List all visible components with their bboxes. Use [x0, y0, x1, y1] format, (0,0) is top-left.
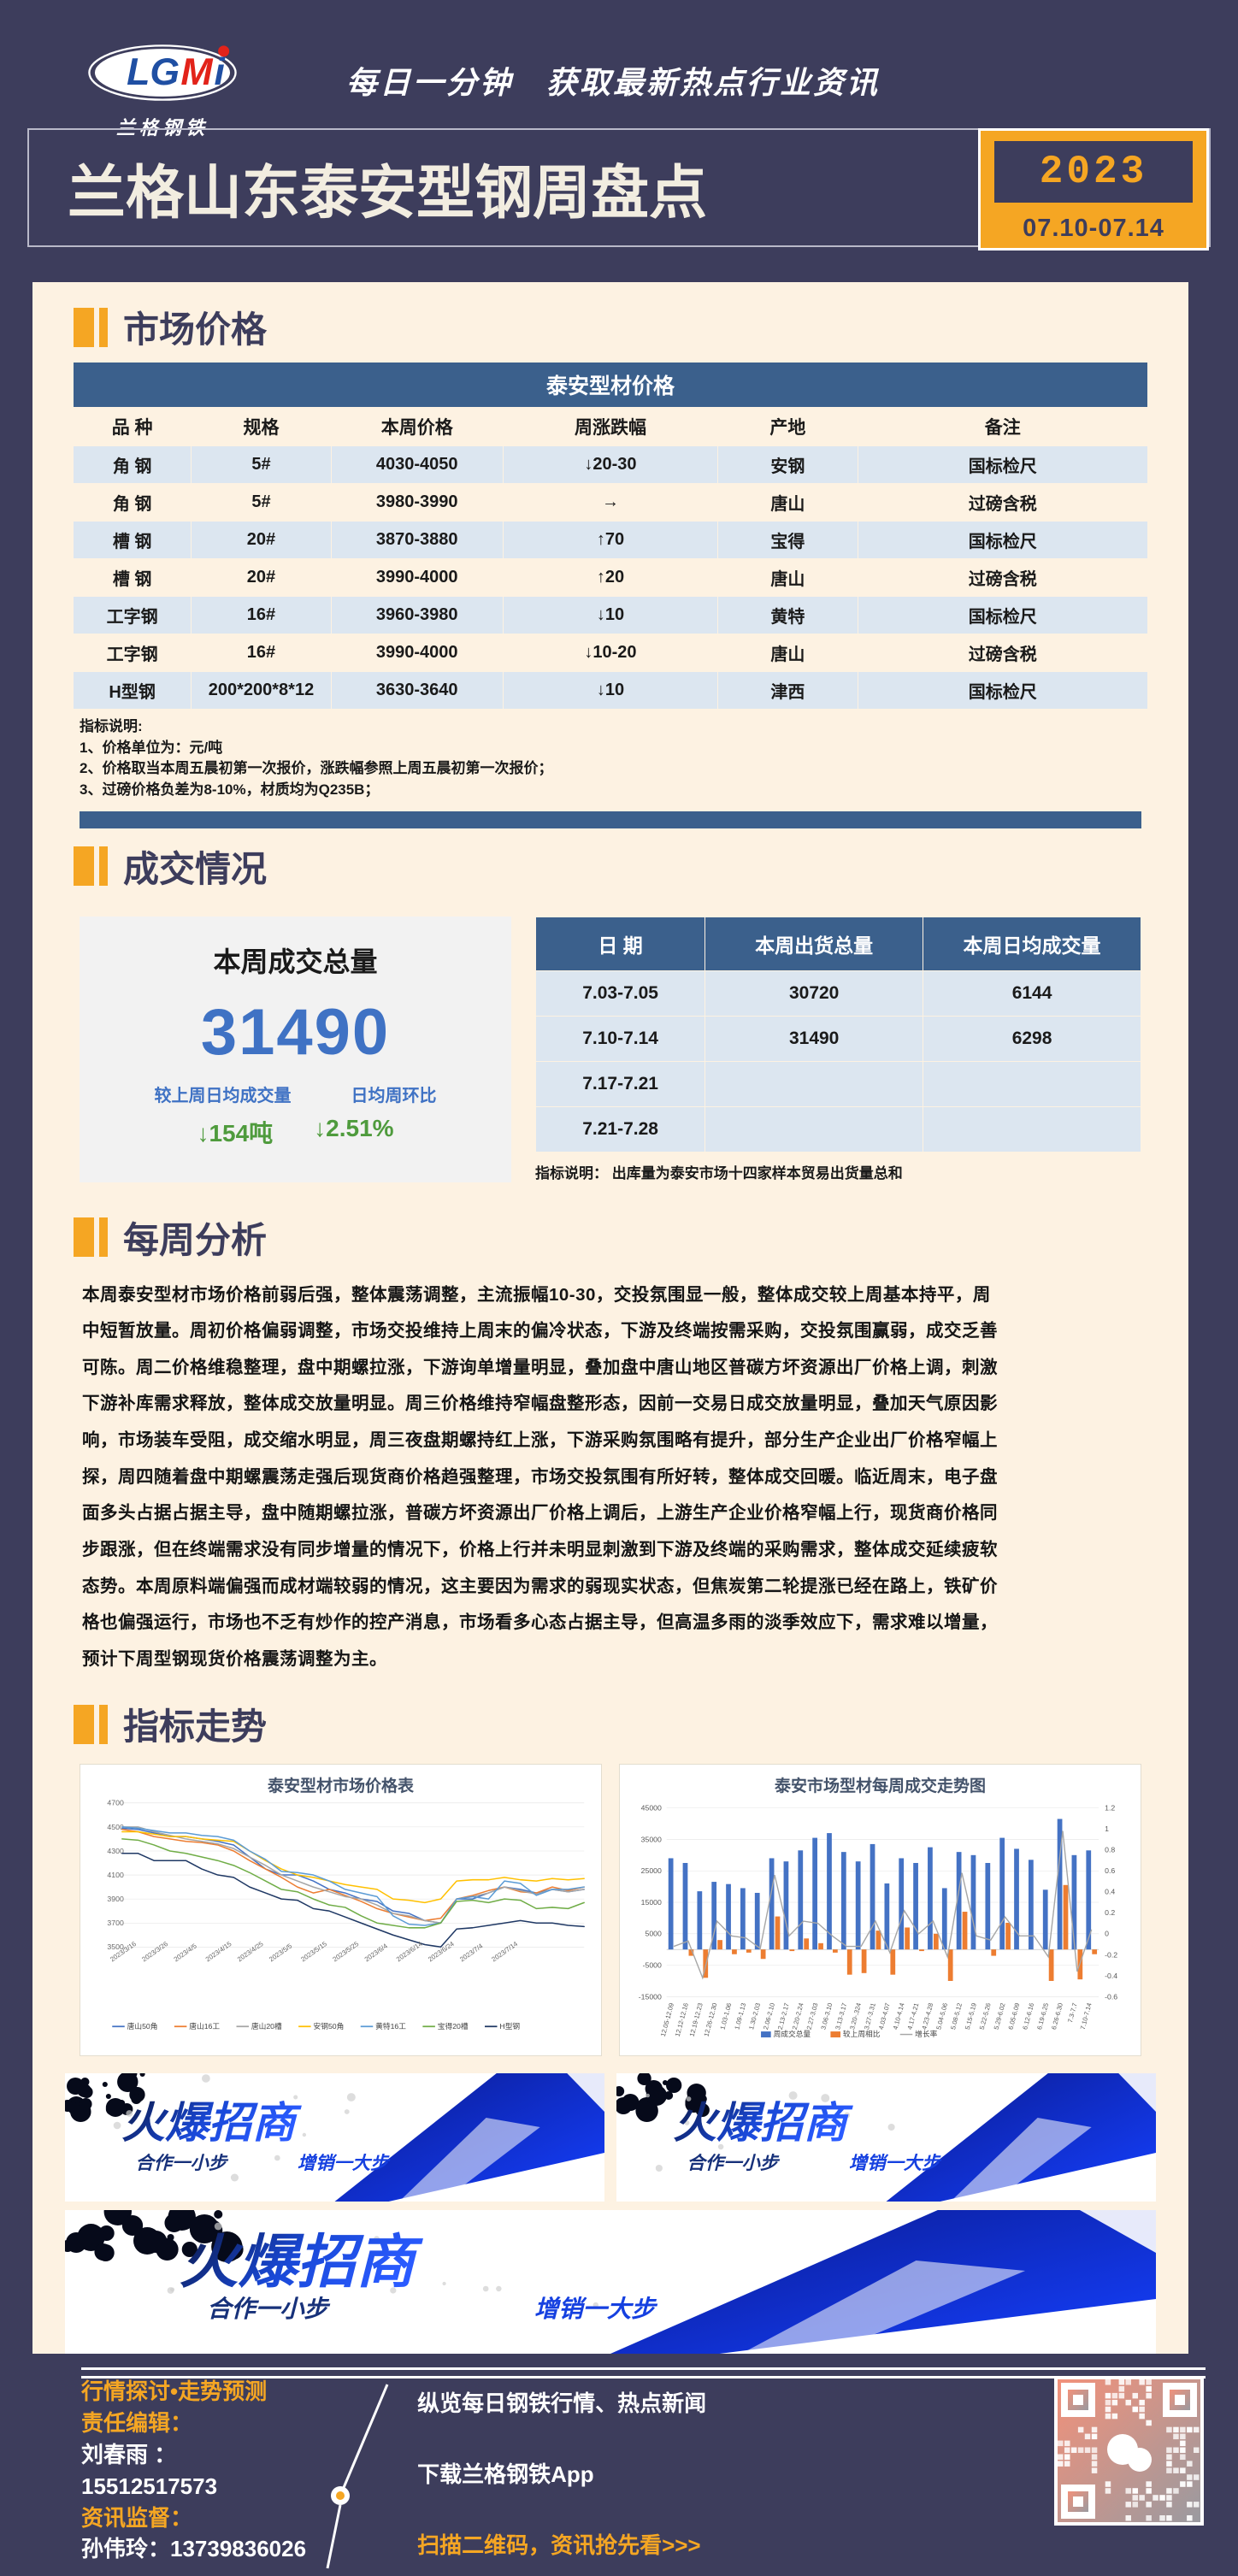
svg-text:0.4: 0.4	[1105, 1888, 1115, 1896]
svg-text:5.15-5.19: 5.15-5.19	[964, 2002, 978, 2031]
svg-text:2.06-2.10: 2.06-2.10	[762, 2002, 776, 2031]
svg-text:7.10-7.14: 7.10-7.14	[1079, 2002, 1094, 2031]
svg-text:12.19-12.23: 12.19-12.23	[688, 2002, 704, 2037]
svg-text:0: 0	[1105, 1930, 1109, 1938]
svg-text:12.12-12.16: 12.12-12.16	[674, 2002, 690, 2037]
svg-text:1.09-1.13: 1.09-1.13	[733, 2002, 747, 2031]
svg-text:2023/4/5: 2023/4/5	[173, 1942, 199, 1964]
svg-text:H型钢: H型钢	[499, 2022, 520, 2031]
svg-text:45000: 45000	[641, 1804, 662, 1813]
svg-text:2.27-3.03: 2.27-3.03	[805, 2002, 820, 2031]
svg-text:0.8: 0.8	[1105, 1846, 1115, 1854]
svg-text:宝得20槽: 宝得20槽	[438, 2022, 469, 2031]
svg-text:12.05-12.09: 12.05-12.09	[659, 2002, 675, 2037]
svg-text:2023/5/5: 2023/5/5	[268, 1942, 294, 1964]
svg-text:火爆招商: 火爆招商	[180, 2229, 424, 2295]
svg-text:增长率: 增长率	[915, 2029, 937, 2038]
svg-text:唐山20槽: 唐山20槽	[251, 2022, 282, 2031]
svg-text:5.22-5.26: 5.22-5.26	[978, 2002, 993, 2031]
svg-text:2023/7/4: 2023/7/4	[458, 1942, 485, 1964]
svg-text:1.2: 1.2	[1105, 1804, 1115, 1813]
svg-text:2023/6/4: 2023/6/4	[363, 1942, 390, 1964]
svg-text:6.26-6.30: 6.26-6.30	[1050, 2002, 1064, 2031]
svg-text:-0.2: -0.2	[1105, 1951, 1117, 1960]
svg-text:2023/4/15: 2023/4/15	[204, 1940, 233, 1964]
svg-text:i: i	[214, 51, 226, 93]
svg-text:5000: 5000	[645, 1930, 662, 1938]
svg-text:2.13-2.17: 2.13-2.17	[776, 2002, 791, 2031]
svg-text:0.6: 0.6	[1105, 1867, 1115, 1876]
svg-text:5.04-5.06: 5.04-5.06	[934, 2002, 949, 2031]
svg-text:4100: 4100	[107, 1871, 124, 1879]
svg-text:较上周相比: 较上周相比	[843, 2029, 881, 2038]
svg-text:1.03-1.06: 1.03-1.06	[718, 2002, 733, 2031]
svg-text:火爆招商: 火爆招商	[121, 2098, 302, 2146]
svg-text:4.10-4.14: 4.10-4.14	[892, 2002, 906, 2031]
svg-text:2023/7/14: 2023/7/14	[490, 1940, 519, 1964]
svg-text:2023/4/25: 2023/4/25	[236, 1940, 265, 1964]
svg-text:3.13-3.17: 3.13-3.17	[834, 2002, 848, 2031]
svg-text:3900: 3900	[107, 1895, 124, 1903]
svg-text:火爆招商: 火爆招商	[673, 2098, 853, 2146]
svg-text:7.3-7.7: 7.3-7.7	[1066, 2002, 1079, 2024]
svg-text:2023/5/15: 2023/5/15	[299, 1940, 328, 1964]
svg-text:3.20-.324: 3.20-.324	[848, 2002, 863, 2031]
svg-text:-5000: -5000	[643, 1961, 662, 1970]
svg-text:M: M	[180, 51, 213, 93]
svg-text:3.27-3.31: 3.27-3.31	[863, 2002, 877, 2031]
svg-text:4.17-4.21: 4.17-4.21	[906, 2002, 921, 2031]
svg-text:25000: 25000	[641, 1867, 662, 1876]
svg-text:35000: 35000	[641, 1836, 662, 1844]
svg-text:5.08-5.12: 5.08-5.12	[949, 2002, 964, 2031]
svg-text:4700: 4700	[107, 1799, 124, 1807]
svg-text:6.19-6.25: 6.19-6.25	[1035, 2002, 1050, 2031]
svg-text:LG: LG	[127, 51, 180, 93]
svg-text:2023/3/26: 2023/3/26	[140, 1940, 169, 1964]
svg-text:增销一大步: 增销一大步	[849, 2153, 943, 2173]
svg-text:0.2: 0.2	[1105, 1909, 1115, 1918]
svg-text:4300: 4300	[107, 1847, 124, 1855]
svg-text:增销一大步: 增销一大步	[298, 2153, 392, 2173]
svg-text:2023/6/14: 2023/6/14	[395, 1940, 424, 1964]
svg-text:合作一小步: 合作一小步	[207, 2295, 331, 2322]
svg-text:3700: 3700	[107, 1919, 124, 1928]
svg-text:唐山50角: 唐山50角	[127, 2022, 158, 2031]
svg-text:-0.6: -0.6	[1105, 1993, 1117, 2001]
svg-text:4.23-4.28: 4.23-4.28	[920, 2002, 934, 2031]
svg-text:1: 1	[1105, 1824, 1109, 1833]
svg-text:合作一小步: 合作一小步	[687, 2153, 781, 2173]
svg-text:4500: 4500	[107, 1823, 124, 1831]
svg-text:增销一大步: 增销一大步	[534, 2295, 658, 2322]
svg-text:2023/6/24: 2023/6/24	[427, 1940, 456, 1964]
svg-text:2023/5/25: 2023/5/25	[332, 1940, 361, 1964]
svg-text:周成交总量: 周成交总量	[774, 2029, 811, 2038]
svg-text:6.12-6.16: 6.12-6.16	[1021, 2002, 1035, 2031]
svg-text:唐山16工: 唐山16工	[189, 2022, 220, 2031]
svg-text:安钢50角: 安钢50角	[314, 2022, 345, 2031]
svg-text:6.05-6.09: 6.05-6.09	[1006, 2002, 1021, 2031]
svg-text:4.03-4.07: 4.03-4.07	[877, 2002, 892, 2031]
svg-text:12.26-12.30: 12.26-12.30	[702, 2002, 718, 2037]
svg-text:-0.4: -0.4	[1105, 1972, 1117, 1980]
svg-text:1.30-2.03: 1.30-2.03	[747, 2002, 762, 2031]
svg-text:合作一小步: 合作一小步	[135, 2153, 229, 2173]
svg-text:15000: 15000	[641, 1898, 662, 1907]
svg-text:2.20-2.24: 2.20-2.24	[791, 2002, 805, 2031]
svg-text:黄特16工: 黄特16工	[375, 2022, 406, 2031]
svg-text:-15000: -15000	[639, 1993, 662, 2001]
svg-text:3.06-3.10: 3.06-3.10	[819, 2002, 834, 2031]
svg-text:5.29-6.02: 5.29-6.02	[993, 2002, 1007, 2031]
